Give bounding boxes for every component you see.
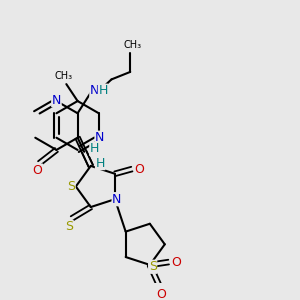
Text: O: O xyxy=(33,164,43,177)
Text: CH₃: CH₃ xyxy=(123,40,141,50)
Text: O: O xyxy=(134,163,144,176)
Text: S: S xyxy=(67,180,75,193)
Text: N: N xyxy=(112,193,122,206)
Text: S: S xyxy=(65,220,73,233)
Text: O: O xyxy=(156,287,166,300)
Text: O: O xyxy=(171,256,181,268)
Text: N: N xyxy=(95,131,104,144)
Text: H: H xyxy=(95,157,105,169)
Text: N: N xyxy=(52,94,61,106)
Text: H: H xyxy=(90,142,99,155)
Text: N: N xyxy=(90,84,99,97)
Text: H: H xyxy=(98,84,108,97)
Text: CH₃: CH₃ xyxy=(54,71,73,81)
Text: S: S xyxy=(149,260,157,273)
